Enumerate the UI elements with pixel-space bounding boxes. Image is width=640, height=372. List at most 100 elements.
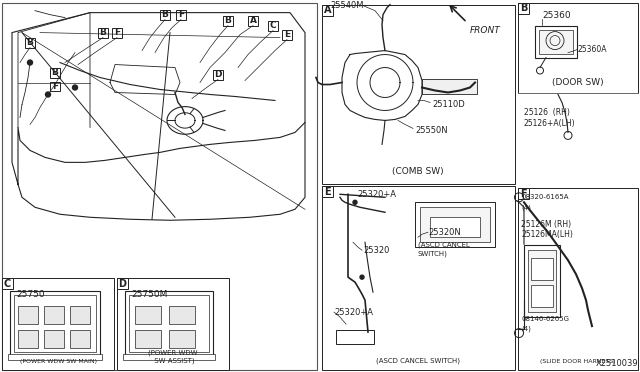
Text: X2510039: X2510039 [595,359,638,368]
Text: 25320: 25320 [363,246,389,255]
Bar [70,330,90,348]
Text: C: C [4,279,11,289]
Bar [44,330,64,348]
Bar [282,30,292,39]
Text: 25126MA(LH): 25126MA(LH) [521,230,573,239]
Bar [518,188,529,199]
Text: 08146-6205G: 08146-6205G [521,316,569,322]
Circle shape [28,60,33,65]
Bar [518,3,529,14]
Text: F: F [52,82,58,91]
Text: B: B [100,28,106,37]
Bar [117,278,128,289]
Bar [422,78,477,94]
Bar [169,330,195,348]
Bar [8,354,102,360]
Text: (4): (4) [521,326,531,332]
Bar [322,186,515,370]
Text: A: A [250,16,257,25]
Text: (COMB SW): (COMB SW) [392,167,444,176]
Bar [531,285,553,307]
Bar [50,81,60,92]
Text: A: A [324,5,332,15]
Bar [268,20,278,31]
Text: 25550N: 25550N [415,126,447,135]
Text: B: B [225,16,232,25]
Bar [420,207,490,242]
Bar [248,16,258,26]
Text: 25126M (RH): 25126M (RH) [521,220,571,229]
Text: FRONT: FRONT [470,26,500,35]
Text: 25126  (RH): 25126 (RH) [524,108,570,117]
Text: 25320+A: 25320+A [357,190,396,199]
Text: 25320+A: 25320+A [334,308,373,317]
Bar [176,10,186,20]
Bar [98,28,108,38]
Bar [2,278,114,370]
Bar [415,202,495,247]
Text: B: B [27,38,33,47]
Text: (ASCD CANCEL: (ASCD CANCEL [418,242,470,248]
Bar [129,295,209,352]
Text: 25320N: 25320N [428,228,461,237]
Text: B: B [52,68,58,77]
Circle shape [72,85,77,90]
Text: D: D [118,279,127,289]
Text: (SLIDE DOOR HARNESS): (SLIDE DOOR HARNESS) [540,359,616,364]
Circle shape [45,92,51,97]
Bar [531,258,553,280]
Text: E: E [284,30,290,39]
Bar [160,10,170,20]
Bar [430,217,480,237]
Bar [25,38,35,48]
Text: B: B [161,10,168,19]
Text: D: D [214,70,221,79]
Bar [44,306,64,324]
Bar [10,291,100,356]
Bar [322,4,515,185]
Bar [223,16,233,26]
Bar [528,250,556,312]
Text: 25360A: 25360A [577,45,607,54]
Bar [535,26,577,58]
Bar [14,295,96,352]
Text: F: F [520,189,527,199]
Bar [2,3,317,370]
Text: (POWER WDW
 SW ASSIST): (POWER WDW SW ASSIST) [148,350,198,364]
Text: B: B [520,3,527,13]
Bar [518,3,638,93]
Bar [112,28,122,38]
Bar [322,186,333,197]
Text: SWITCH): SWITCH) [418,251,448,257]
Bar [2,278,13,289]
Bar [18,330,38,348]
Circle shape [360,275,364,279]
Text: F: F [178,10,184,19]
Bar [18,306,38,324]
Bar [524,245,560,317]
Text: 25360: 25360 [542,11,571,20]
Bar [123,354,215,360]
Bar [169,306,195,324]
Text: F: F [114,28,120,37]
Bar [50,68,60,77]
Bar [135,306,161,324]
Circle shape [353,200,357,204]
Text: 25110D: 25110D [432,100,465,109]
Bar [539,30,573,54]
Text: C: C [269,21,276,30]
Text: (DOOR SW): (DOOR SW) [552,78,604,87]
Bar [70,306,90,324]
Bar [117,278,229,370]
Text: E: E [324,187,331,197]
Text: 25750M: 25750M [131,290,168,299]
Text: (ASCD CANCEL SWITCH): (ASCD CANCEL SWITCH) [376,357,460,364]
Bar [322,4,333,16]
Bar [518,188,638,370]
Text: (POWER WDW SW MAIN): (POWER WDW SW MAIN) [19,359,97,364]
Text: 25126+A(LH): 25126+A(LH) [524,119,575,128]
Text: 25750: 25750 [16,290,45,299]
Bar [213,70,223,80]
Text: 25540M: 25540M [330,1,364,10]
Bar [336,330,374,344]
